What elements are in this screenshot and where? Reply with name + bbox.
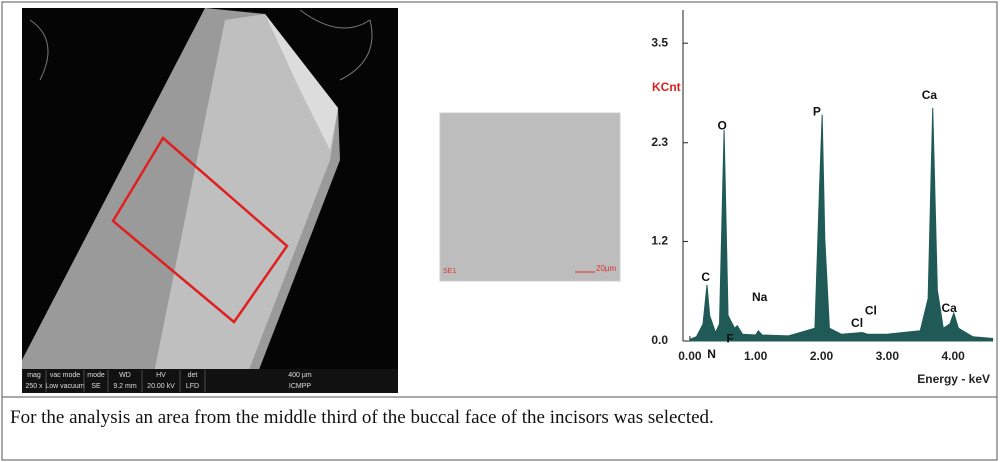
sem-info-header: 400 µm — [288, 372, 312, 379]
sem-info-header: vac mode — [50, 372, 80, 379]
sem-info-value: ICMPP — [289, 383, 312, 390]
sem-info-value: 9.2 mm — [113, 383, 137, 390]
detail-image: SE1 20µm — [440, 113, 620, 281]
y-tick-label: 3.5 — [651, 35, 668, 49]
peak-label: O — [717, 119, 726, 133]
y-tick-label: 1.2 — [651, 234, 668, 248]
peak-label: Ca — [922, 88, 938, 102]
peak-label: Cl — [865, 303, 877, 317]
scale-label: 20µm — [596, 264, 617, 273]
figure: mag 250 x vac mode Low vacuummode SE WD 9.2 mm… — [0, 0, 1000, 462]
sem-info-header: mag — [27, 372, 41, 379]
detail-label: SE1 — [443, 268, 456, 275]
x-tick-label: 0.00 — [678, 349, 702, 363]
y-axis-label: KCnt — [652, 80, 681, 94]
sem-info-header: WD — [119, 372, 131, 379]
caption: For the analysis an area from the middle… — [10, 403, 925, 432]
x-tick-label: 1.00 — [744, 349, 768, 363]
y-tick-label: 0.0 — [651, 333, 668, 347]
sem-info-value: 250 x — [25, 383, 43, 390]
sem-info-header: mode — [87, 372, 105, 379]
x-tick-label: 3.00 — [876, 349, 900, 363]
sem-image — [22, 8, 398, 393]
peak-label: N — [707, 347, 716, 361]
sem-info-value: 20.00 kV — [147, 383, 175, 390]
sem-info-header: det — [188, 372, 198, 379]
peak-label: Cl — [851, 316, 863, 330]
peak-label: C — [701, 270, 710, 284]
y-tick-label: 2.3 — [651, 135, 668, 149]
x-tick-label: 2.00 — [810, 349, 834, 363]
peak-label: F — [726, 331, 733, 345]
sem-info-value: Low vacuum — [45, 383, 84, 390]
x-axis-label: Energy - keV — [917, 372, 990, 386]
sem-info-value: SE — [91, 383, 101, 390]
sem-info-value: LFD — [186, 383, 199, 390]
x-tick-label: 4.00 — [941, 349, 965, 363]
figure-canvas: mag 250 x vac mode Low vacuummode SE WD 9.2 mm… — [0, 0, 1000, 462]
peak-label: Na — [752, 290, 768, 304]
sem-info-header: HV — [156, 372, 166, 379]
peak-label: P — [813, 104, 821, 118]
peak-label: Ca — [942, 301, 958, 315]
